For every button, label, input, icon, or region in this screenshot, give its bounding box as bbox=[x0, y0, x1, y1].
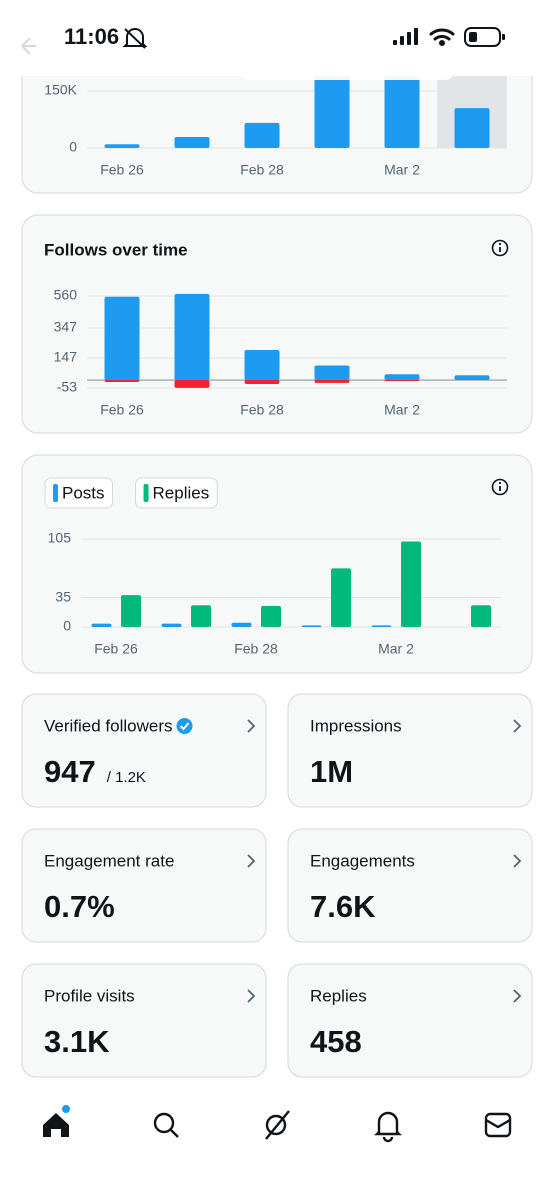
stat-card[interactable] bbox=[21, 693, 267, 808]
notification-dot bbox=[62, 1105, 70, 1113]
y-tick-label: 0 bbox=[69, 139, 77, 155]
bar bbox=[91, 623, 112, 627]
bar bbox=[301, 625, 322, 627]
x-tick-label: Mar 2 bbox=[378, 641, 414, 657]
x-tick-label: Feb 28 bbox=[240, 162, 284, 178]
content: Follows over time 0 150K Feb 26 Feb 28 Mar 2… bbox=[21, 29, 533, 1078]
verified-check bbox=[179, 722, 190, 731]
stat-label: Replies bbox=[310, 986, 367, 1005]
bar bbox=[231, 622, 252, 627]
chevron bbox=[247, 989, 256, 1003]
bar bbox=[331, 568, 351, 627]
x-tick-label: Feb 26 bbox=[100, 402, 144, 418]
back-button[interactable] bbox=[21, 37, 36, 55]
stat-card[interactable] bbox=[287, 693, 533, 808]
stat-label: Impressions bbox=[310, 716, 402, 735]
bar bbox=[471, 605, 491, 627]
bar bbox=[121, 595, 141, 627]
stat-card[interactable] bbox=[21, 828, 267, 943]
stat-label: Engagement rate bbox=[44, 851, 174, 870]
bar bbox=[454, 375, 490, 381]
y-tick-label: 347 bbox=[54, 319, 78, 335]
bar bbox=[244, 350, 280, 381]
bottom-nav bbox=[43, 1105, 512, 1143]
x-tick-label: Feb 28 bbox=[240, 402, 284, 418]
bar bbox=[104, 296, 140, 381]
bar bbox=[104, 144, 140, 148]
stat-value: 3.1K bbox=[44, 1024, 110, 1059]
stat-label: Profile visits bbox=[44, 986, 135, 1005]
stat-label: Verified followers bbox=[44, 716, 173, 735]
legend-chip[interactable] bbox=[44, 477, 114, 509]
y-tick-label: 147 bbox=[54, 349, 78, 365]
wifi-icon bbox=[429, 28, 455, 46]
bar bbox=[174, 293, 210, 381]
stat-value: 458 bbox=[310, 1024, 362, 1059]
chevron bbox=[513, 719, 522, 733]
x-tick-label: Feb 26 bbox=[94, 641, 138, 657]
signal-icon bbox=[393, 28, 418, 45]
search-tab[interactable] bbox=[153, 1112, 179, 1138]
grok-tab[interactable] bbox=[265, 1110, 290, 1140]
chevron bbox=[247, 854, 256, 868]
stat-label: Engagements bbox=[310, 851, 415, 870]
mute-icon bbox=[122, 28, 148, 49]
bar bbox=[244, 122, 280, 148]
time: 11:06 bbox=[64, 24, 119, 49]
legend-label: Posts bbox=[62, 483, 105, 502]
bar bbox=[314, 380, 350, 383]
bar bbox=[174, 380, 210, 388]
y-tick-label: 150K bbox=[44, 82, 77, 98]
y-tick-label: 0 bbox=[63, 618, 71, 634]
bar bbox=[454, 108, 490, 148]
y-tick-label: -53 bbox=[57, 379, 77, 395]
bar bbox=[174, 136, 210, 148]
bar bbox=[261, 606, 281, 627]
legend-label: Replies bbox=[153, 483, 210, 502]
y-tick-label: 105 bbox=[48, 530, 72, 546]
y-tick-label: 560 bbox=[54, 287, 78, 303]
x-tick-label: Mar 2 bbox=[384, 162, 420, 178]
header: 11:06 bbox=[0, 0, 554, 80]
info-icon[interactable] bbox=[491, 478, 509, 496]
chevron bbox=[513, 989, 522, 1003]
bar bbox=[244, 380, 280, 384]
home-tab[interactable] bbox=[43, 1113, 69, 1137]
chart-title: Follows over time bbox=[44, 240, 188, 259]
verified-badge bbox=[176, 718, 193, 734]
chevron bbox=[247, 719, 256, 733]
bar bbox=[371, 625, 392, 627]
stat-value: 947 bbox=[44, 754, 96, 789]
bar bbox=[384, 380, 420, 381]
stat-value: 0.7% bbox=[44, 889, 115, 924]
x-tick-label: Feb 26 bbox=[100, 162, 144, 178]
bar bbox=[104, 380, 140, 382]
stat-value: 1M bbox=[310, 754, 353, 789]
info-icon[interactable] bbox=[491, 239, 509, 257]
messages-tab[interactable] bbox=[484, 1112, 512, 1138]
stat-value: 7.6K bbox=[310, 889, 376, 924]
legend-swatch bbox=[53, 484, 58, 502]
x-tick-label: Feb 28 bbox=[234, 641, 278, 657]
bar bbox=[384, 374, 420, 381]
x-tick-label: Mar 2 bbox=[384, 402, 420, 418]
bar bbox=[314, 365, 350, 381]
chevron bbox=[513, 854, 522, 868]
y-tick-label: 35 bbox=[55, 588, 71, 604]
bar bbox=[401, 541, 421, 627]
battery-icon bbox=[464, 27, 505, 47]
legend-chip[interactable] bbox=[135, 477, 218, 509]
bar bbox=[161, 623, 182, 627]
stat-card[interactable] bbox=[287, 963, 533, 1078]
legend-swatch bbox=[143, 484, 149, 502]
stat-total: / 1.2K bbox=[107, 769, 146, 786]
notifications-tab[interactable] bbox=[374, 1111, 402, 1143]
stat-card[interactable] bbox=[21, 963, 267, 1078]
stat-card[interactable] bbox=[287, 828, 533, 943]
bar bbox=[191, 605, 211, 627]
